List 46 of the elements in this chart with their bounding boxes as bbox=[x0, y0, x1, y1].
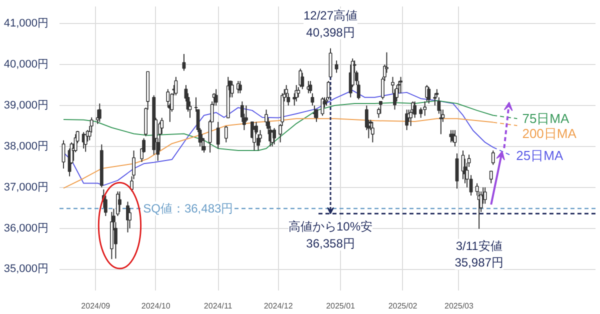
x-tick-label: 2024/11 bbox=[204, 302, 233, 310]
y-tick-label: 36,000円 bbox=[4, 222, 49, 234]
x-tick-label: 2025/01 bbox=[326, 302, 356, 310]
candlestick bbox=[423, 100, 427, 116]
x-tick-label: 2024/10 bbox=[141, 302, 171, 310]
candlestick bbox=[370, 121, 374, 143]
candlestick bbox=[310, 92, 314, 106]
candlestick bbox=[427, 86, 431, 104]
candlestick bbox=[376, 107, 380, 118]
series-label: 75日MA bbox=[522, 111, 570, 126]
y-tick-label: 37,000円 bbox=[4, 181, 49, 194]
candlestick bbox=[453, 130, 457, 147]
candlestick bbox=[202, 138, 206, 154]
y-tick-label: 38,000円 bbox=[4, 140, 49, 152]
candlestick bbox=[378, 100, 382, 114]
y-tick-label: 40,000円 bbox=[4, 58, 49, 71]
candlestick bbox=[132, 150, 136, 180]
ref-line-label: 高値から10%安 36,358円 bbox=[288, 220, 373, 250]
x-tick-label: 2024/09 bbox=[81, 302, 111, 310]
annotation: 3/11安値 35,987円 bbox=[454, 238, 504, 270]
candlestick bbox=[308, 80, 312, 94]
annotation: 12/27高値 40,398円 bbox=[303, 8, 358, 40]
candlestick bbox=[98, 102, 102, 122]
candlestick bbox=[252, 125, 256, 152]
candlestick bbox=[182, 53, 186, 72]
x-tick-label: 2025/03 bbox=[444, 302, 474, 310]
candlestick bbox=[118, 190, 122, 212]
candlestick bbox=[272, 128, 276, 145]
candlestick bbox=[334, 60, 338, 74]
candlestick bbox=[238, 80, 242, 94]
y-tick-label: 41,000円 bbox=[4, 18, 49, 30]
candlestick bbox=[216, 121, 220, 149]
y-tick-label: 39,000円 bbox=[4, 100, 49, 112]
candlestick bbox=[489, 170, 493, 184]
candlestick bbox=[314, 109, 318, 122]
candlestick bbox=[419, 107, 423, 118]
ref-line-label: SQ値：36,483円 bbox=[143, 202, 234, 216]
candlestick bbox=[296, 86, 300, 98]
candlestick bbox=[491, 150, 495, 166]
candlestick bbox=[224, 125, 228, 143]
y-tick-label: 35,000円 bbox=[4, 263, 49, 276]
candlestick bbox=[300, 72, 304, 90]
x-tick-label: 2024/12 bbox=[264, 302, 294, 310]
series-label: 25日MA bbox=[516, 148, 564, 163]
series-label: 200日MA bbox=[522, 126, 577, 142]
x-tick-label: 2025/02 bbox=[388, 302, 418, 310]
